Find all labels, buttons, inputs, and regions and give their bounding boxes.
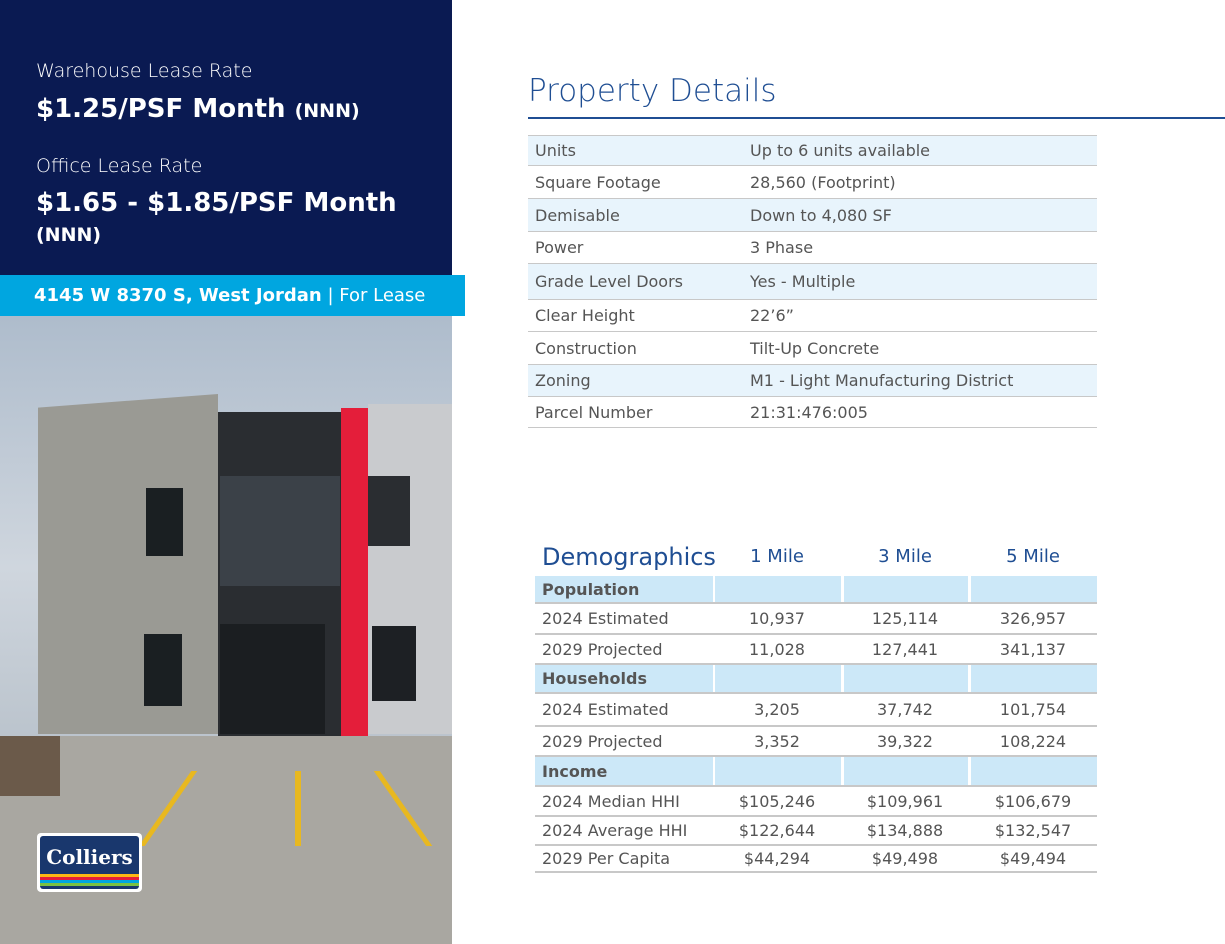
cell-value: 125,114: [871, 609, 939, 628]
cell-value: $134,888: [866, 821, 944, 840]
property-label: Construction: [535, 338, 637, 358]
property-value: Tilt-Up Concrete: [750, 338, 880, 358]
row-label: Population: [535, 576, 713, 602]
property-value: 28,560 (Footprint): [750, 172, 896, 192]
section-header-row: Income: [535, 757, 1097, 787]
data-row: 2024 Estimated 3,205 37,742 101,754: [535, 694, 1097, 727]
cell-value: 37,742: [877, 700, 933, 719]
cell-value: $106,679: [994, 791, 1072, 811]
property-label: Power: [535, 238, 584, 257]
office-rate-value: $1.65 - $1.85/PSF Month (NNN): [36, 188, 452, 248]
listing-status: For Lease: [339, 285, 426, 306]
warehouse-rate-label: Warehouse Lease Rate: [36, 60, 253, 82]
property-row: Clear Height 22’6”: [528, 300, 1097, 332]
office-rate-label: Office Lease Rate: [36, 155, 203, 177]
property-label: Parcel Number: [535, 402, 653, 422]
property-value: M1 - Light Manufacturing District: [750, 371, 1014, 390]
section-header-row: Population: [535, 576, 1097, 604]
cell-value: [969, 576, 1097, 602]
property-label: Units: [535, 141, 576, 160]
property-value: 21:31:476:005: [750, 402, 868, 422]
cell-value: [842, 665, 968, 692]
address-bar: 4145 W 8370 S, West Jordan | For Lease: [0, 275, 465, 316]
property-row: Units Up to 6 units available: [528, 135, 1097, 166]
separator: |: [327, 285, 334, 306]
cell-value: 39,322: [877, 731, 933, 751]
data-row: 2024 Median HHI $105,246 $109,961 $106,679: [535, 787, 1097, 817]
data-row: 2029 Projected 3,352 39,322 108,224: [535, 727, 1097, 757]
data-row: 2029 Per Capita $44,294 $49,498 $49,494: [535, 846, 1097, 873]
row-label: 2029 Projected: [542, 731, 663, 751]
property-row: Grade Level Doors Yes - Multiple: [528, 264, 1097, 300]
cell-value: 101,754: [999, 700, 1067, 719]
cell-value: [713, 665, 841, 692]
cell-value: [842, 576, 968, 602]
office-rate: $1.65 - $1.85/PSF Month: [36, 188, 397, 218]
column-3-mile: 3 Mile: [878, 546, 932, 567]
cell-value: 3,352: [754, 731, 800, 751]
property-row: Parcel Number 21:31:476:005: [528, 397, 1097, 428]
cell-value: 127,441: [871, 639, 939, 659]
cell-value: $49,494: [999, 849, 1067, 868]
cell-value: $132,547: [994, 821, 1072, 840]
cell-value: $109,961: [866, 791, 944, 811]
property-label: Demisable: [535, 205, 620, 225]
colliers-logo: Colliers: [37, 833, 142, 892]
cell-value: [713, 757, 841, 785]
lease-rate-panel: Warehouse Lease Rate $1.25/PSF Month (NN…: [0, 0, 452, 275]
warehouse-rate-value: $1.25/PSF Month (NNN): [36, 94, 360, 124]
property-row: Power 3 Phase: [528, 232, 1097, 264]
property-row: Demisable Down to 4,080 SF: [528, 199, 1097, 232]
property-value: 3 Phase: [750, 238, 814, 257]
cell-value: $44,294: [743, 849, 811, 868]
row-label: 2024 Estimated: [542, 700, 669, 719]
property-label: Clear Height: [535, 306, 635, 325]
cell-value: 10,937: [749, 609, 805, 628]
cell-value: 3,205: [754, 700, 800, 719]
property-value: Yes - Multiple: [750, 272, 856, 291]
property-row: Zoning M1 - Light Manufacturing District: [528, 365, 1097, 397]
property-label: Square Footage: [535, 172, 661, 192]
nnn-suffix: (NNN): [36, 224, 102, 246]
nnn-suffix: (NNN): [294, 100, 360, 122]
cell-value: $49,498: [871, 849, 939, 868]
cell-value: 341,137: [999, 639, 1067, 659]
row-label: 2024 Estimated: [542, 609, 669, 628]
data-row: 2024 Estimated 10,937 125,114 326,957: [535, 604, 1097, 635]
data-row: 2029 Projected 11,028 127,441 341,137: [535, 635, 1097, 665]
cell-value: $105,246: [738, 791, 816, 811]
property-row: Construction Tilt-Up Concrete: [528, 332, 1097, 365]
cell-value: [842, 757, 968, 785]
row-label: 2029 Projected: [542, 639, 663, 659]
property-label: Zoning: [535, 371, 591, 390]
warehouse-rate: $1.25/PSF Month: [36, 94, 286, 124]
demographics-title: Demographics: [542, 543, 716, 571]
row-label: Households: [535, 665, 713, 692]
cell-value: 11,028: [749, 639, 805, 659]
cell-value: [713, 576, 841, 602]
property-value: Up to 6 units available: [750, 141, 931, 160]
row-label: 2024 Average HHI: [542, 821, 688, 840]
property-row: Square Footage 28,560 (Footprint): [528, 166, 1097, 199]
cell-value: [969, 665, 1097, 692]
row-label: Income: [535, 757, 713, 785]
cell-value: 326,957: [999, 609, 1067, 628]
cell-value: $122,644: [738, 821, 816, 840]
section-header-row: Households: [535, 665, 1097, 694]
cell-value: [969, 757, 1097, 785]
address: 4145 W 8370 S, West Jordan: [34, 285, 322, 306]
logo-text: Colliers: [46, 845, 133, 869]
row-label: 2029 Per Capita: [542, 849, 671, 868]
row-label: 2024 Median HHI: [542, 791, 680, 811]
property-label: Grade Level Doors: [535, 272, 683, 291]
column-5-mile: 5 Mile: [1006, 546, 1060, 567]
property-value: 22’6”: [750, 306, 794, 325]
title-divider: [528, 117, 1225, 119]
data-row: 2024 Average HHI $122,644 $134,888 $132,547: [535, 817, 1097, 846]
property-value: Down to 4,080 SF: [750, 205, 892, 225]
column-1-mile: 1 Mile: [750, 546, 804, 567]
cell-value: 108,224: [999, 731, 1067, 751]
property-details-title: Property Details: [528, 73, 777, 109]
